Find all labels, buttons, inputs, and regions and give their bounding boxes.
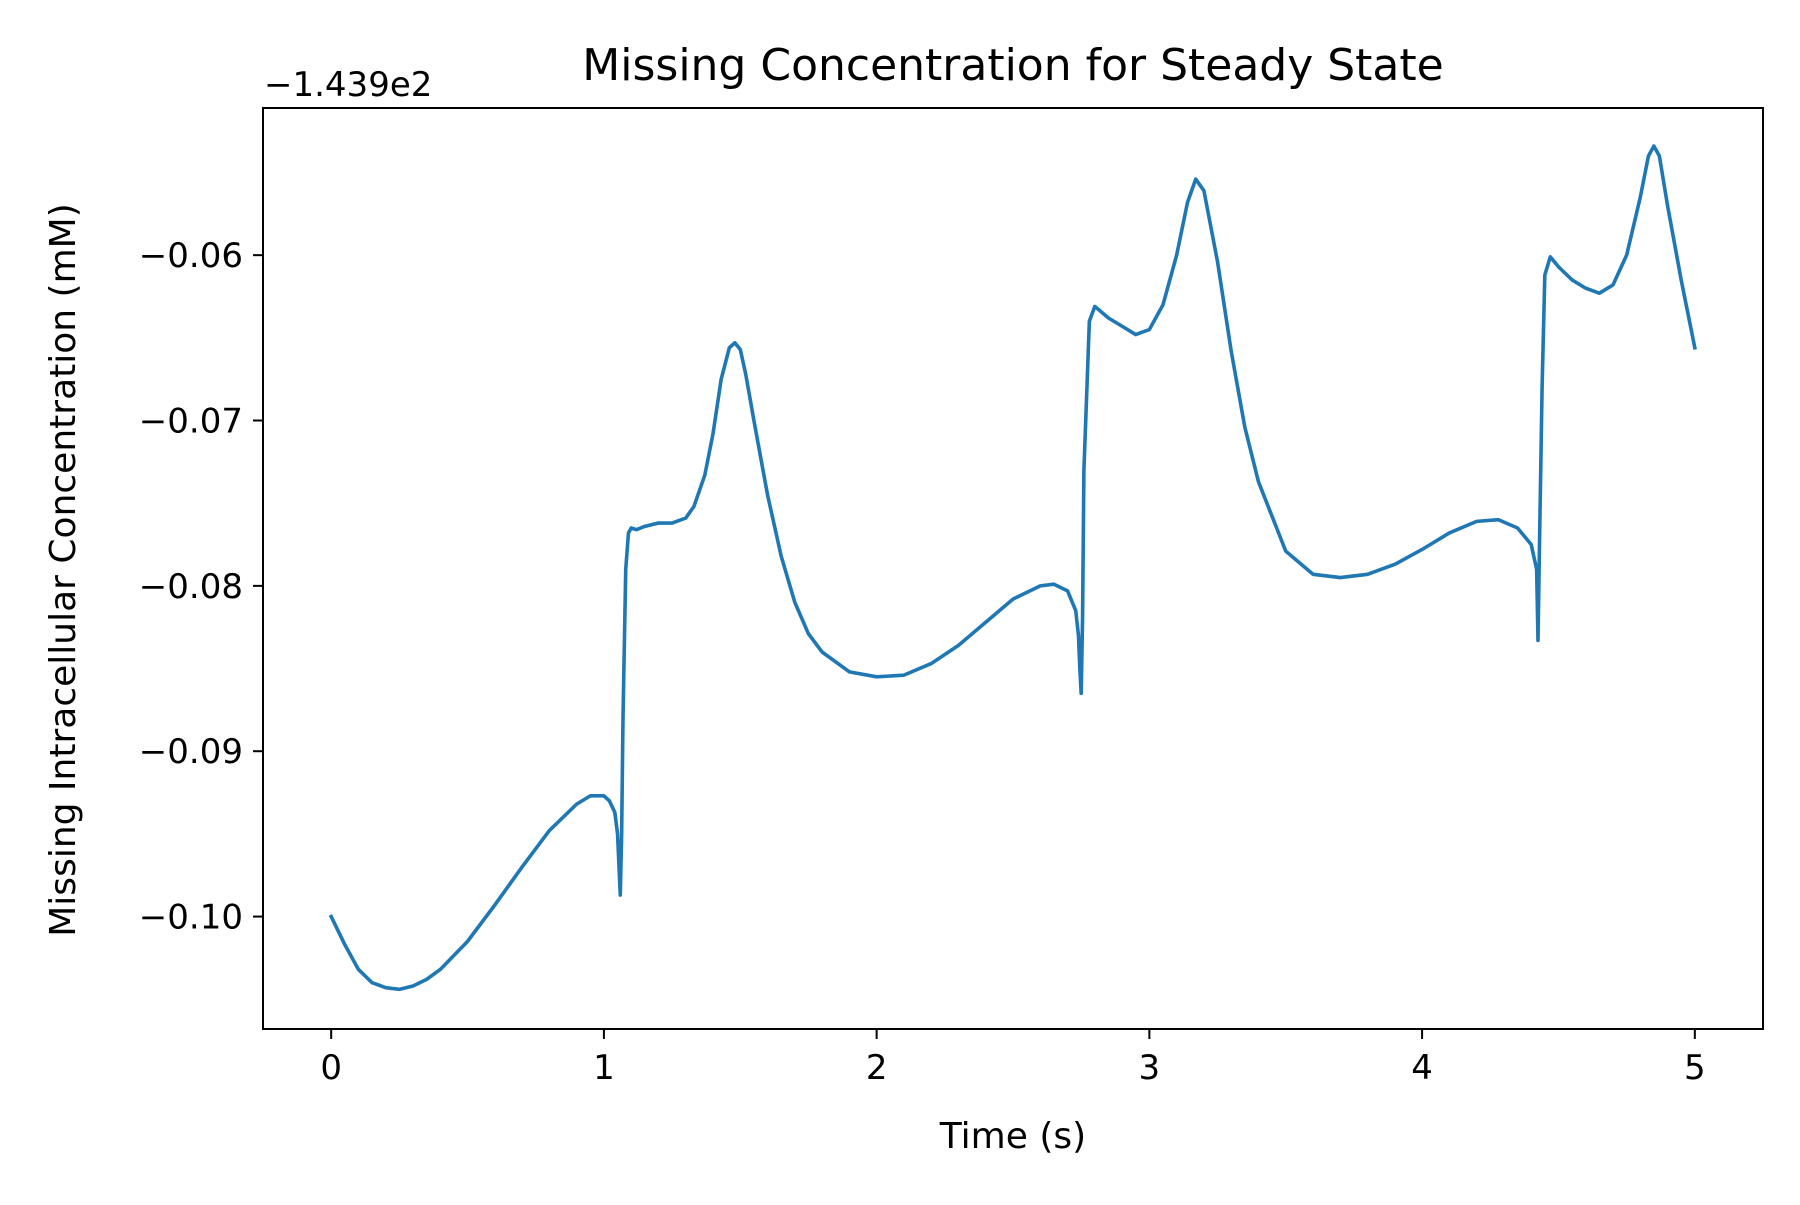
plot-area: 0 1 2 3 4 5 −0.10 −0.09 −0.08 −0.07 −0.06 [139, 107, 1764, 1088]
x-tick-label: 2 [866, 1048, 888, 1088]
x-tick-label: 3 [1139, 1048, 1161, 1088]
x-tick-label: 0 [320, 1048, 342, 1088]
y-tick-label: −0.06 [139, 236, 243, 276]
y-tick-label: −0.08 [139, 567, 243, 607]
chart-title: Missing Concentration for Steady State [582, 40, 1443, 91]
y-axis-offset-label: −1.439e2 [264, 65, 432, 105]
y-axis-label: Missing Intracellular Concentration (mM) [43, 203, 84, 937]
x-tick-label: 5 [1684, 1048, 1706, 1088]
x-axis-label: Time (s) [939, 1116, 1086, 1157]
x-tick-label: 4 [1411, 1048, 1433, 1088]
axes-frame [262, 107, 1764, 1030]
series-line [328, 144, 1697, 992]
y-tick-label: −0.09 [139, 732, 243, 772]
y-tick-label: −0.07 [139, 402, 243, 442]
y-tick-label: −0.10 [139, 898, 243, 938]
x-tick-label: 1 [593, 1048, 615, 1088]
